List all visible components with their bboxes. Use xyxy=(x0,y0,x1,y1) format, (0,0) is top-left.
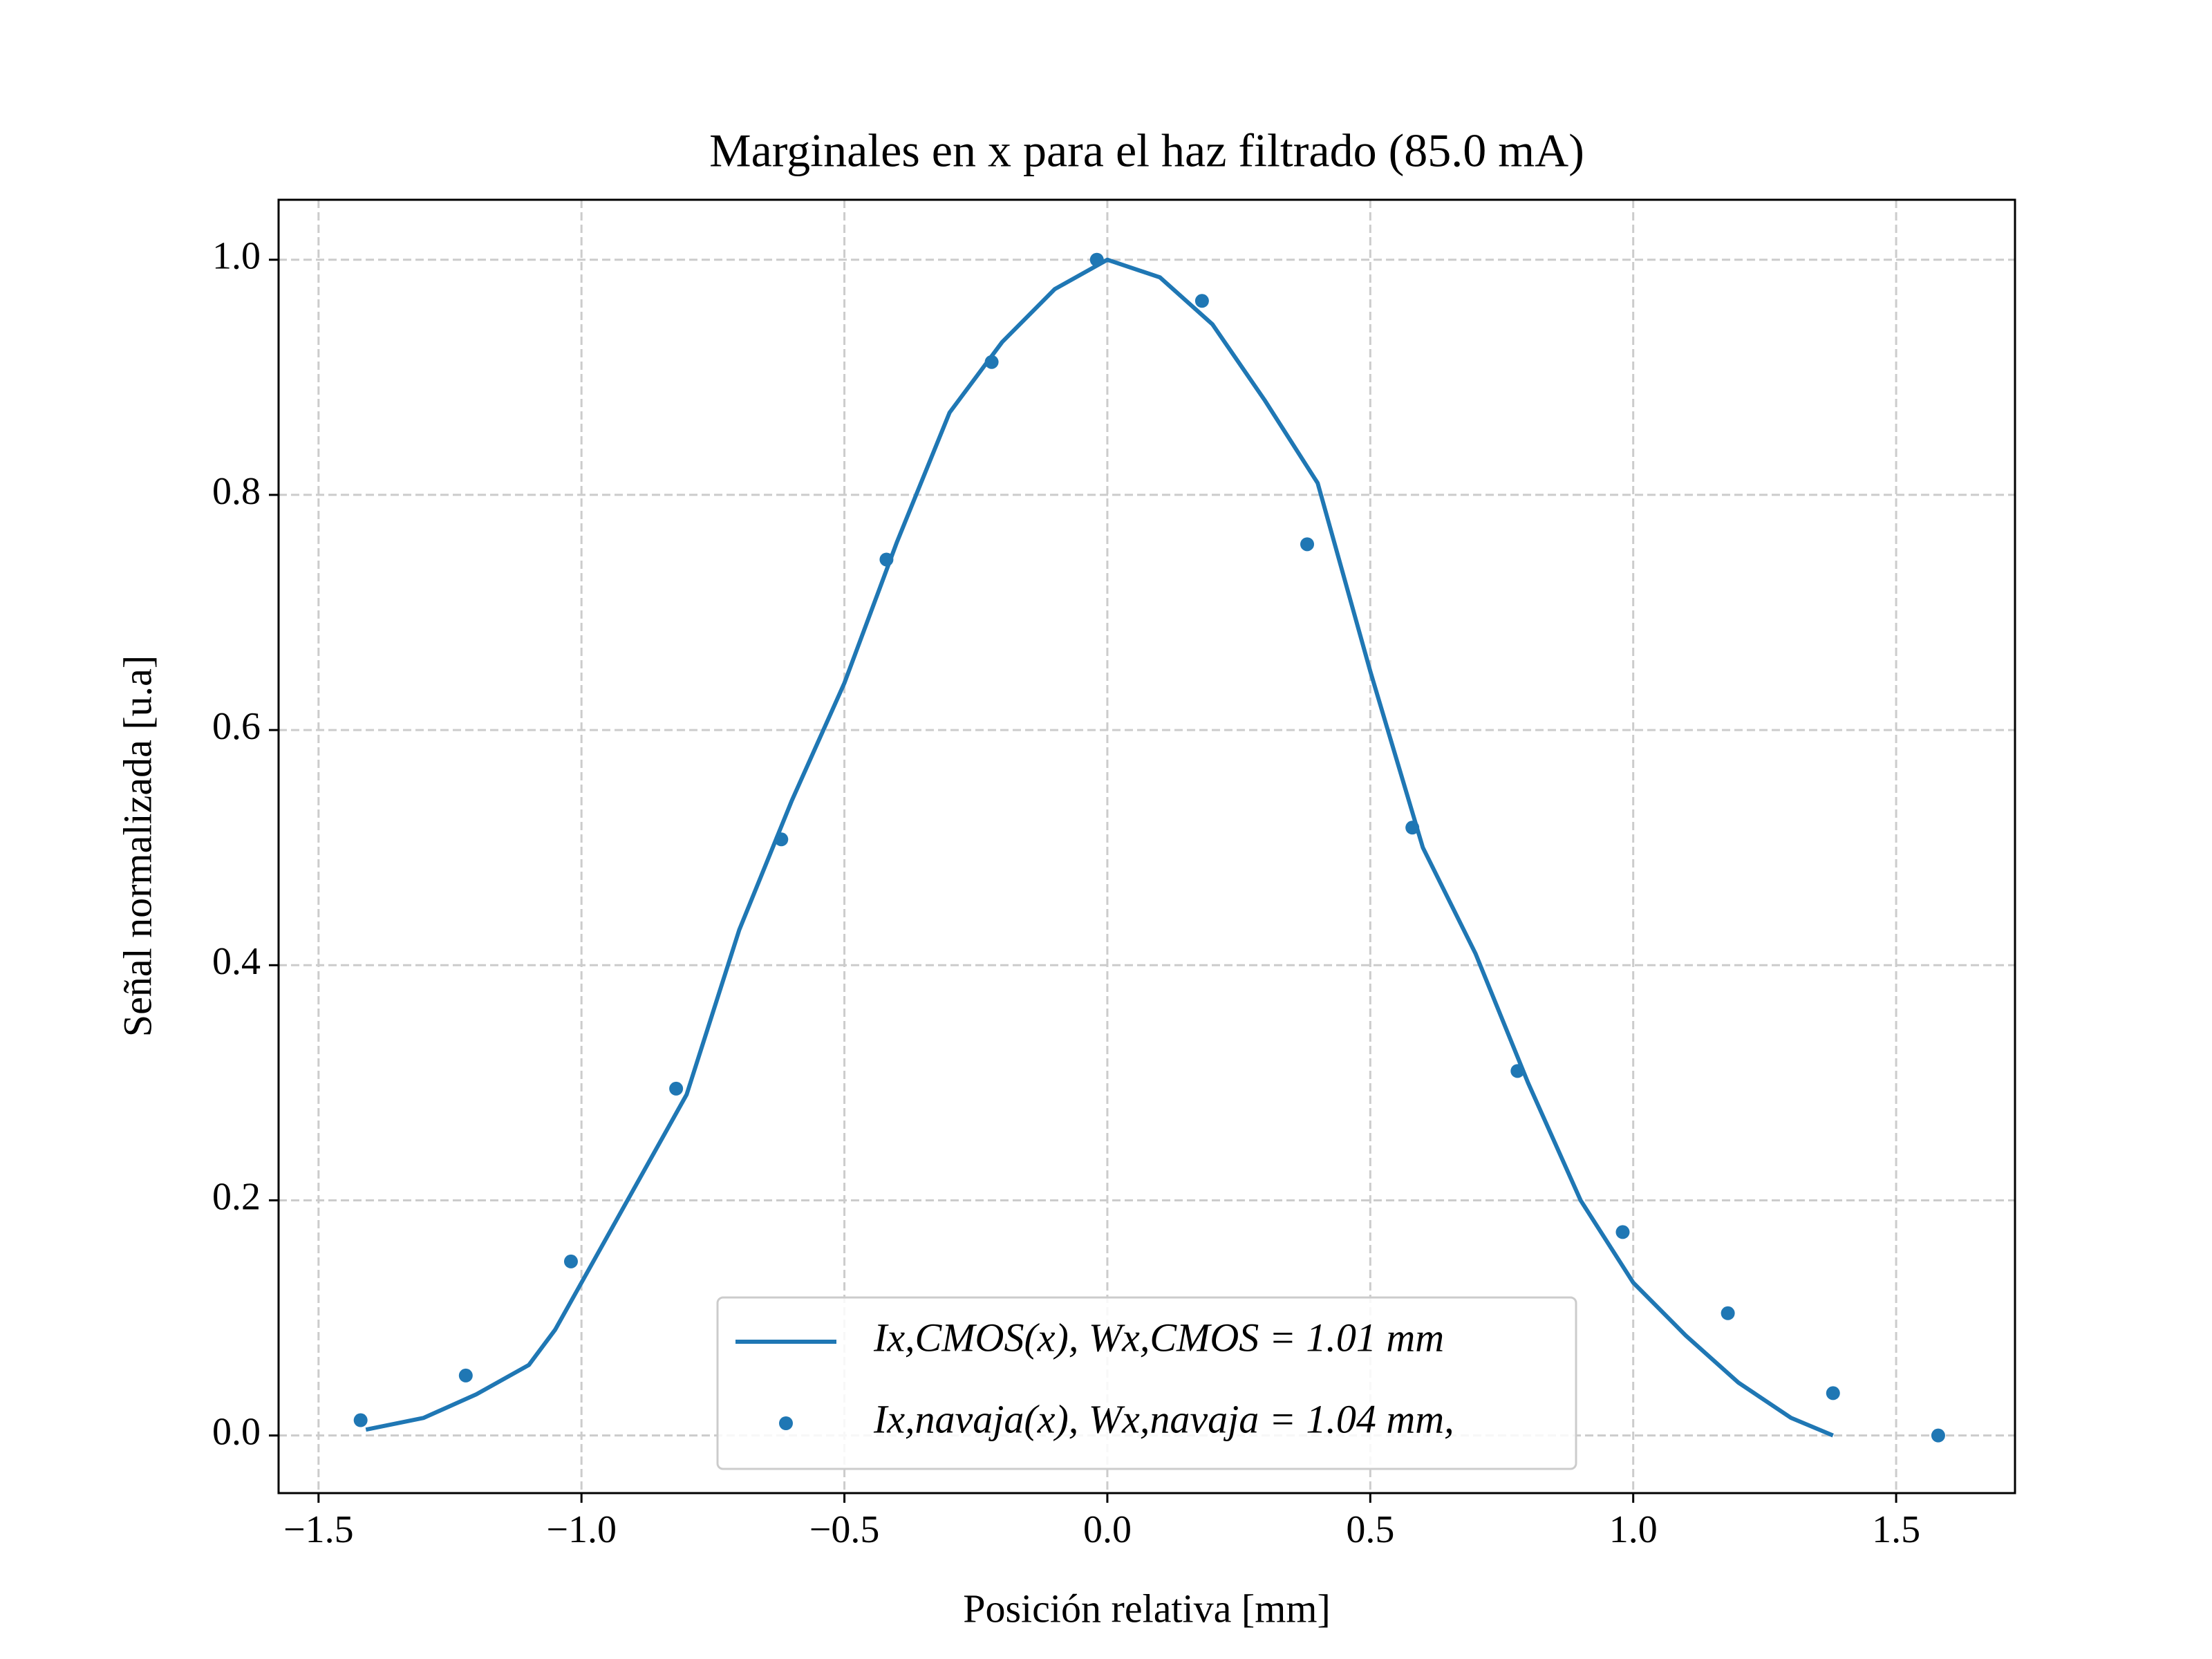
legend-box xyxy=(716,1296,1577,1470)
data-point xyxy=(1194,294,1209,308)
data-point xyxy=(458,1368,473,1382)
data-point xyxy=(774,832,789,847)
data-point xyxy=(1721,1306,1735,1320)
x-tick-label: 1.5 xyxy=(1872,1508,1920,1551)
legend-label: Ix,navaja(x), Wx,navaja = 1.04 mm, xyxy=(873,1396,1454,1441)
x-tick-label: −0.5 xyxy=(809,1508,880,1551)
data-point xyxy=(1826,1386,1840,1400)
legend: Ix,CMOS(x), Wx,CMOS = 1.01 mm Ix,navaja(x… xyxy=(716,1296,1577,1470)
data-point xyxy=(1300,537,1315,552)
x-tick-label: −1.0 xyxy=(546,1508,617,1551)
y-tick-label: 0.8 xyxy=(212,470,261,513)
data-point xyxy=(669,1081,684,1096)
data-point xyxy=(1510,1064,1525,1078)
y-tick-label: 0.4 xyxy=(212,940,261,983)
data-line xyxy=(365,257,1834,1438)
data-point xyxy=(353,1413,368,1427)
chart-title: Marginales en x para el haz filtrado (85… xyxy=(709,124,1584,177)
x-axis-label: Posición relativa [mm] xyxy=(963,1586,1331,1631)
data-point xyxy=(1931,1428,1945,1443)
y-tick-label: 1.0 xyxy=(212,235,261,278)
legend-label: Ix,CMOS(x), Wx,CMOS = 1.01 mm xyxy=(873,1315,1444,1360)
x-tick-label: 0.0 xyxy=(1083,1508,1132,1551)
y-axis-label: Señal normalizada [u.a] xyxy=(115,655,160,1037)
data-point xyxy=(1405,821,1420,835)
plot-frame xyxy=(277,198,2016,1494)
data-point xyxy=(1089,252,1104,267)
y-tick-label: 0.2 xyxy=(212,1175,261,1218)
y-tick-label: 0.0 xyxy=(212,1410,261,1453)
x-tick-label: −1.5 xyxy=(283,1508,354,1551)
data-point xyxy=(1615,1225,1630,1239)
y-tick-label: 0.6 xyxy=(212,705,261,748)
legend-marker xyxy=(779,1416,793,1430)
data-point xyxy=(879,552,894,567)
data-point xyxy=(984,355,999,369)
x-tick-label: 0.5 xyxy=(1346,1508,1394,1551)
data-point xyxy=(563,1254,578,1268)
x-tick-label: 1.0 xyxy=(1609,1508,1658,1551)
